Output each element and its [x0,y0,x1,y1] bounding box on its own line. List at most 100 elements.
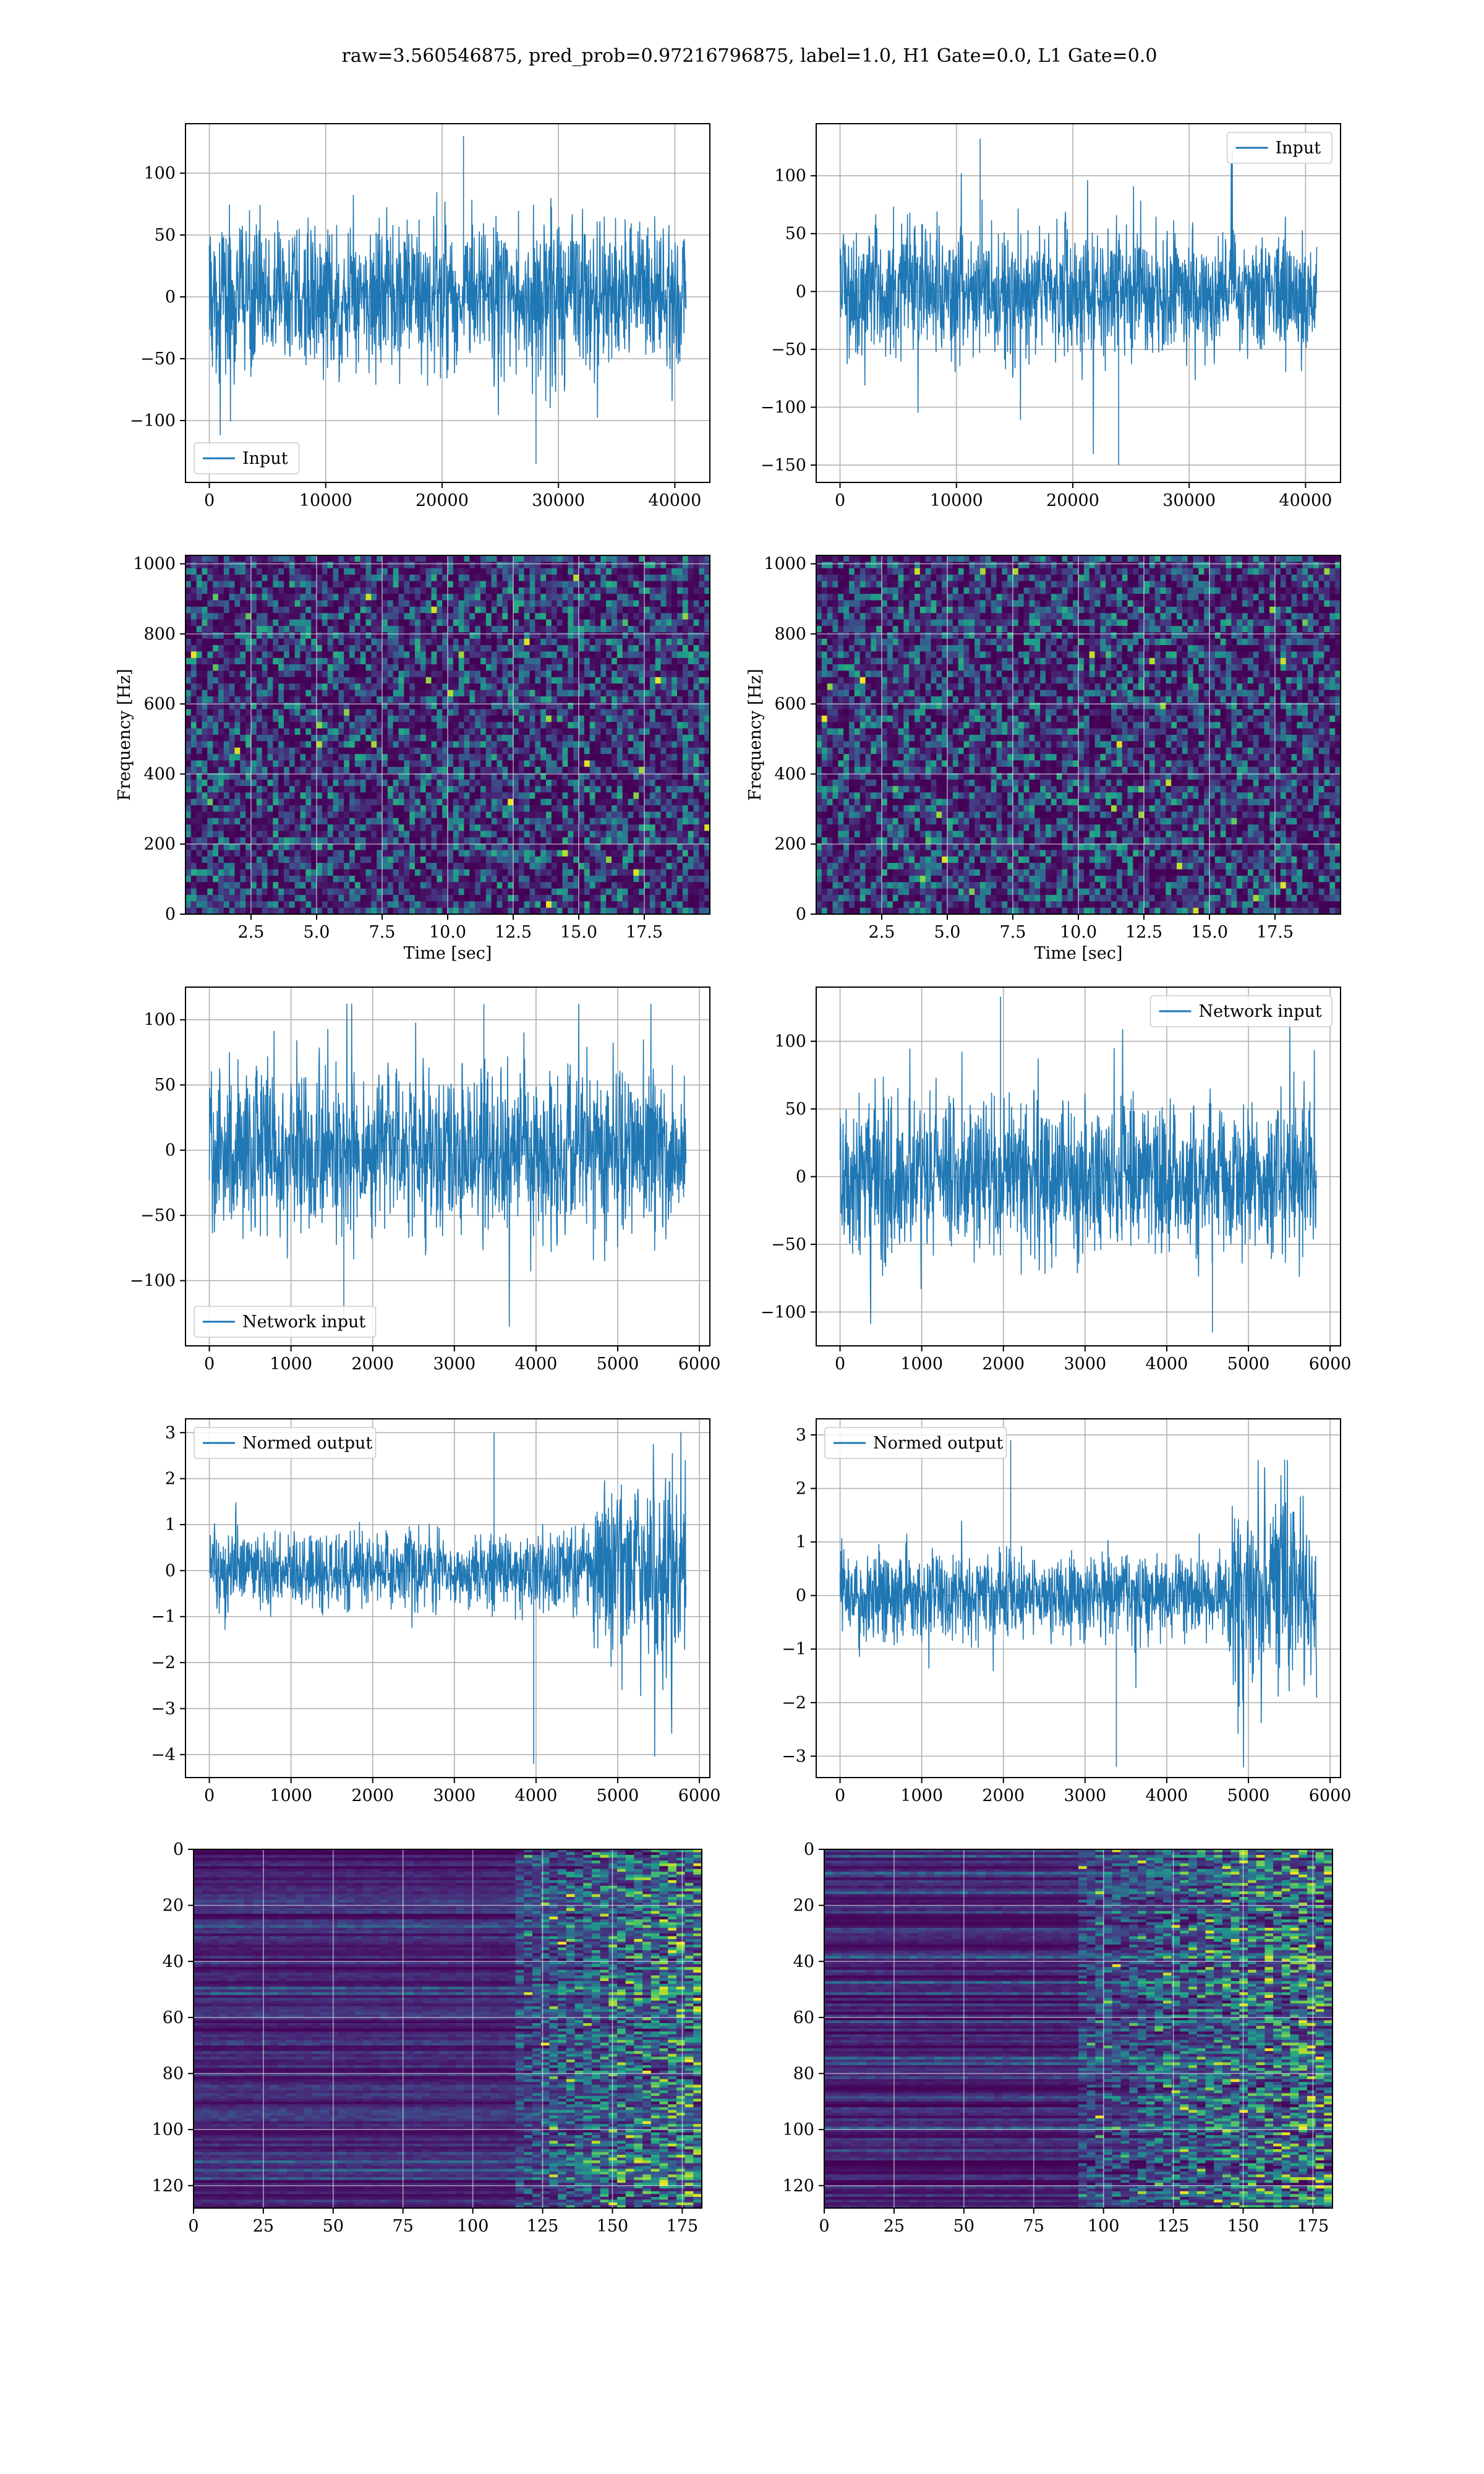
heatmap-cell [229,716,235,722]
heatmap-cell [442,658,448,665]
heatmap-cell [311,575,317,581]
heatmap-cell [437,568,442,575]
heatmap-cell [251,683,257,690]
heatmap-cell [207,658,213,665]
heatmap-cell [459,664,464,671]
heatmap-cell [366,741,372,748]
heatmap-cell [623,555,628,562]
heatmap-cell [338,632,344,639]
heatmap-cell [502,575,508,581]
heatmap-cell [612,722,617,729]
heatmap-cell [469,690,475,697]
heatmap-cell [519,651,524,658]
heatmap-cell [218,716,224,722]
heatmap-cell [328,601,333,607]
heatmap-cell [273,716,278,722]
heatmap-cell [426,670,432,677]
heatmap-cell [360,613,366,620]
heatmap-cell [338,575,344,581]
heatmap-cell [617,696,623,703]
heatmap-cell [683,620,688,627]
heatmap-cell [360,632,366,639]
heatmap-cell [355,658,360,665]
heatmap-cell [333,626,339,633]
heatmap-cell [584,658,590,665]
heatmap-cell [257,588,262,594]
heatmap-cell [213,568,218,575]
heatmap-cell [388,639,393,646]
heatmap-cell [650,735,655,742]
heatmap-cell [628,626,634,633]
heatmap-cell [563,735,568,742]
heatmap-cell [584,696,590,703]
heatmap-cell [333,575,339,581]
heatmap-cell [508,575,513,581]
heatmap-cell [502,722,508,729]
heatmap-cell [251,716,257,722]
heatmap-cell [415,620,420,627]
heatmap-cell [284,555,289,562]
heatmap-cell [535,594,540,601]
heatmap-cell [273,658,278,665]
heatmap-cell [606,639,612,646]
heatmap-cell [235,607,241,614]
heatmap-cell [563,651,568,658]
heatmap-cell [666,651,672,658]
heatmap-cell [584,639,590,646]
heatmap-cell [305,555,311,562]
heatmap-cell [694,729,699,735]
heatmap-cell [333,729,339,735]
heatmap-cell [448,645,453,652]
heatmap-cell [552,601,557,607]
heatmap-cell [519,620,524,627]
heatmap-cell [486,735,492,742]
heatmap-cell [480,626,486,633]
heatmap-cell [268,555,273,562]
heatmap-cell [213,555,218,562]
heatmap-cell [432,677,437,684]
heatmap-cell [207,683,213,690]
heatmap-cell [186,658,191,665]
heatmap-cell [273,741,278,748]
heatmap-cell [415,696,420,703]
heatmap-cell [661,607,667,614]
heatmap-cell [268,683,273,690]
heatmap-cell [289,696,295,703]
heatmap-cell [655,607,661,614]
heatmap-cell [317,562,322,568]
heatmap-cell [229,729,235,735]
heatmap-cell [382,581,388,588]
heatmap-cell [202,716,208,722]
heatmap-cell [699,722,704,729]
heatmap-cell [672,670,677,677]
heatmap-cell [301,645,306,652]
heatmap-cell [519,709,524,716]
heatmap-cell [273,645,278,652]
heatmap-cell [415,735,420,742]
heatmap-cell [546,562,552,568]
heatmap-cell [415,588,420,594]
heatmap-cell [240,588,245,594]
heatmap-cell [628,575,634,581]
heatmap-cell [235,601,241,607]
heatmap-cell [623,568,628,575]
heatmap-cell [262,658,268,665]
heatmap-cell [399,620,404,627]
heatmap-cell [644,588,650,594]
heatmap-cell [475,588,480,594]
heatmap-cell [694,555,699,562]
heatmap-cell [535,626,540,633]
heatmap-cell [191,741,197,748]
heatmap-cell [459,562,464,568]
heatmap-cell [600,716,606,722]
heatmap-cell [289,594,295,601]
heatmap-cell [388,677,393,684]
heatmap-cell [257,670,262,677]
heatmap-cell [453,735,459,742]
heatmap-cell [661,729,667,735]
heatmap-cell [628,664,634,671]
heatmap-cell [628,620,634,627]
heatmap-cell [355,670,360,677]
heatmap-cell [464,683,470,690]
heatmap-cell [393,588,399,594]
